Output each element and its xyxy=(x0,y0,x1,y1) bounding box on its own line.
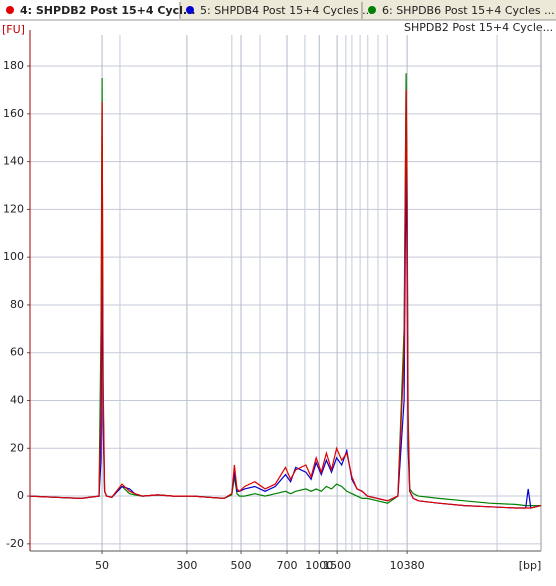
y-tick-label: 120 xyxy=(3,202,24,215)
y-tick-label: 80 xyxy=(10,298,24,311)
y-tick-label: 140 xyxy=(3,155,24,168)
y-tick-label: 0 xyxy=(17,489,24,502)
y-tick-label: 100 xyxy=(3,250,24,263)
tab-dot xyxy=(368,6,376,14)
chart-subtitle: SHPDB2 Post 15+4 Cycle... xyxy=(404,21,553,34)
plot-area xyxy=(30,35,541,551)
tab-dot xyxy=(6,6,14,14)
y-tick-label: 60 xyxy=(10,346,24,359)
x-tick-label: 10380 xyxy=(390,559,425,572)
tab-label[interactable]: 6: SHPDB6 Post 15+4 Cycles ... xyxy=(382,4,555,17)
x-tick-label: 700 xyxy=(277,559,298,572)
y-tick-label: -20 xyxy=(6,537,24,550)
tab-dot xyxy=(186,6,194,14)
active-tab xyxy=(0,0,180,20)
x-tick-label: 1000 xyxy=(305,559,333,572)
y-tick-label: 40 xyxy=(10,394,24,407)
tab-label[interactable]: 5: SHPDB4 Post 15+4 Cycles ... xyxy=(200,4,373,17)
y-tick-label: 180 xyxy=(3,59,24,72)
y-tick-label: 160 xyxy=(3,107,24,120)
x-tick-label: 300 xyxy=(176,559,197,572)
series-line xyxy=(29,89,542,509)
y-axis-label: [FU] xyxy=(2,23,25,36)
y-tick-label: 20 xyxy=(10,441,24,454)
x-tick-label: 500 xyxy=(231,559,252,572)
x-axis-label: [bp] xyxy=(519,559,542,572)
x-tick-label: 50 xyxy=(95,559,109,572)
x-tick-label: 1500 xyxy=(323,559,351,572)
tab-label[interactable]: 4: SHPDB2 Post 15+4 Cycl... xyxy=(20,4,195,17)
